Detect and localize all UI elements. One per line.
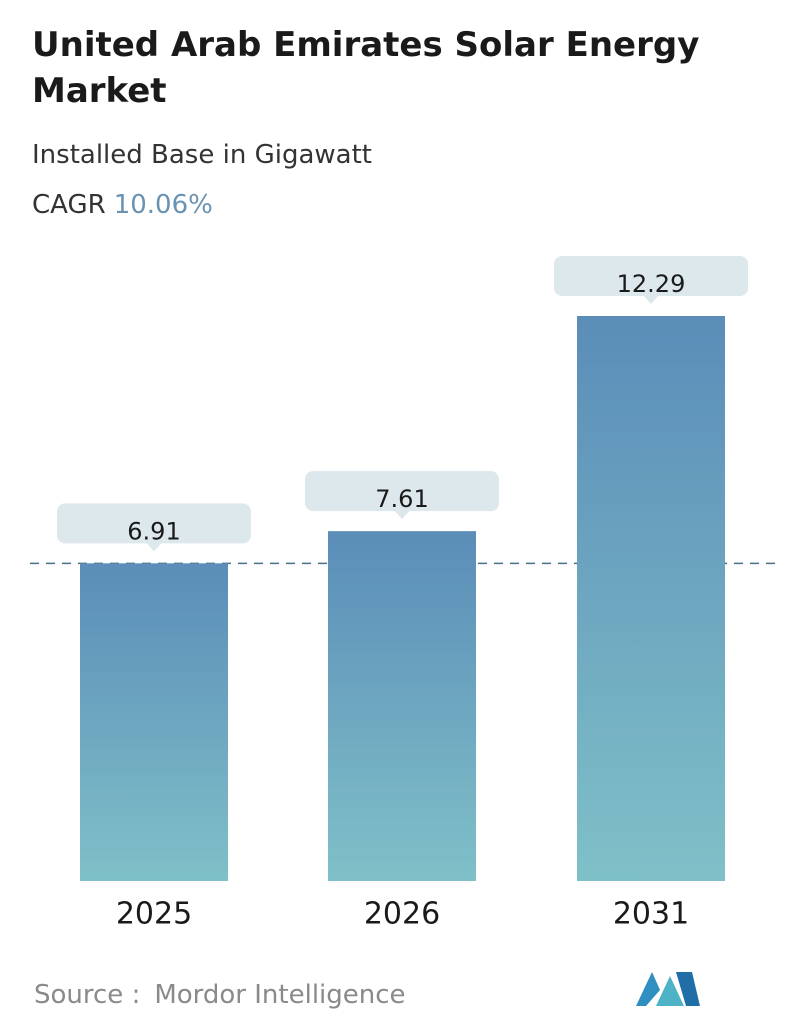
callout-pointer (146, 542, 162, 552)
callout-pointer (643, 295, 659, 304)
callout-pointer (394, 510, 410, 520)
source-name: Mordor Intelligence (154, 980, 406, 1010)
source-label: Source : (34, 980, 141, 1010)
cagr: CAGR 10.06% (32, 190, 213, 220)
x-tick-label: 2026 (364, 897, 440, 932)
chart-title: United Arab Emirates Solar Energy Market (32, 25, 700, 111)
subtitle: Installed Base in Gigawatt (32, 140, 372, 170)
source: Source : Mordor Intelligence (34, 980, 406, 1010)
x-tick-label: 2031 (613, 897, 689, 932)
cagr-value: 10.06% (113, 190, 213, 220)
value-callout (554, 256, 748, 296)
value-label: 7.61 (375, 485, 428, 513)
bar (328, 531, 476, 881)
x-tick-label: 2025 (116, 897, 192, 932)
cagr-label: CAGR (32, 190, 106, 220)
value-callout (57, 503, 251, 544)
logo (636, 972, 700, 1006)
bar (80, 563, 228, 881)
value-label: 12.29 (617, 270, 686, 298)
value-callout (305, 471, 499, 512)
value-label: 6.91 (127, 517, 180, 545)
bar (577, 316, 725, 881)
